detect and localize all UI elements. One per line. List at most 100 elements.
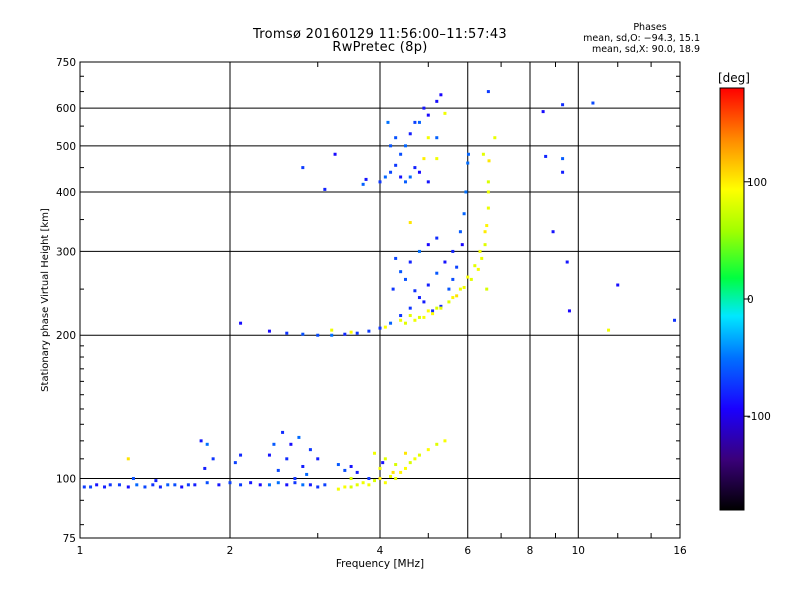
data-point [193,483,197,487]
data-point [483,243,487,247]
data-point [103,485,107,489]
data-point [367,483,371,487]
colorbar-ticks: 100 0 -100 [744,177,771,423]
y-axis-label: Stationary phase Virtual Height [km] [40,208,51,392]
data-point [435,442,439,446]
data-point [458,287,462,291]
data-point [391,287,395,291]
data-point [394,163,398,167]
data-point [544,154,548,158]
data-point [431,312,435,316]
y-tick-label: 750 [56,57,76,69]
data-point [417,315,421,319]
data-point [422,315,426,319]
colorbar-tick-label: -100 [747,411,771,423]
data-point [272,442,276,446]
data-point [276,481,280,485]
data-point [293,481,297,485]
data-point [199,439,203,443]
data-point [378,180,382,184]
x-axis-label: Frequency [MHz] [336,558,424,570]
data-point [413,289,417,293]
chart-subtitle: RwPretec (8p) [332,40,428,55]
data-point [435,236,439,240]
data-point [466,161,470,165]
chart-title: Tromsø 20160129 11:56:00–11:57:43 [252,27,508,42]
data-point [485,287,489,291]
data-point [426,136,430,140]
data-point [126,485,130,489]
phase-stats-x: mean, sd,X: 90.0, 18.9 [591,44,700,55]
data-point [373,451,377,455]
data-point [391,470,395,474]
data-point [336,487,340,491]
data-point [417,249,421,253]
data-point [403,277,407,281]
data-point [135,483,139,487]
x-tick-label: 16 [673,545,687,557]
data-point [82,485,86,489]
data-point [443,111,447,115]
data-point [343,468,347,472]
data-point [443,439,447,443]
data-point [383,481,387,485]
data-point [485,224,489,228]
data-point [394,256,398,260]
data-point [439,93,443,97]
data-point [408,260,412,264]
data-point [481,152,485,156]
data-point [480,256,484,260]
data-point [413,120,417,124]
data-point [217,483,221,487]
x-tick-label: 4 [377,545,384,557]
data-point [301,483,305,487]
data-point [466,275,470,279]
data-point [426,243,430,247]
data-point [301,166,305,170]
data-point [439,306,443,310]
data-points [82,90,677,491]
y-tick-label: 100 [56,474,76,486]
data-point [186,483,190,487]
data-point [426,113,430,117]
data-point [447,300,451,304]
data-point [233,461,237,465]
data-point [180,485,184,489]
data-point [330,328,334,332]
y-tick-label: 600 [56,103,76,115]
data-point [364,177,368,181]
data-point [361,182,365,186]
data-point [399,470,403,474]
x-tick-label: 1 [77,545,84,557]
data-point [486,190,490,194]
data-point [378,477,382,481]
data-point [435,271,439,275]
data-point [301,332,305,336]
data-point [367,477,371,481]
data-point [381,461,385,465]
data-point [464,190,468,194]
data-point [551,230,555,234]
data-point [565,260,569,264]
data-point [486,206,490,210]
colorbar: [deg] 100 0 -100 [718,71,771,511]
data-point [443,260,447,264]
data-point [403,321,407,325]
data-point [330,333,334,337]
data-point [316,457,320,461]
data-point [417,170,421,174]
data-point [349,330,353,334]
data-point [422,157,426,161]
data-point [399,318,403,322]
data-point [541,110,545,114]
y-tick-label: 500 [56,141,76,153]
data-point [408,306,412,310]
data-point [561,103,565,107]
data-point [486,90,490,94]
data-point [460,243,464,247]
y-tick-label: 400 [56,187,76,199]
data-point [389,321,393,325]
y-tick-label: 75 [63,533,76,545]
data-point [285,457,289,461]
data-point [426,283,430,287]
